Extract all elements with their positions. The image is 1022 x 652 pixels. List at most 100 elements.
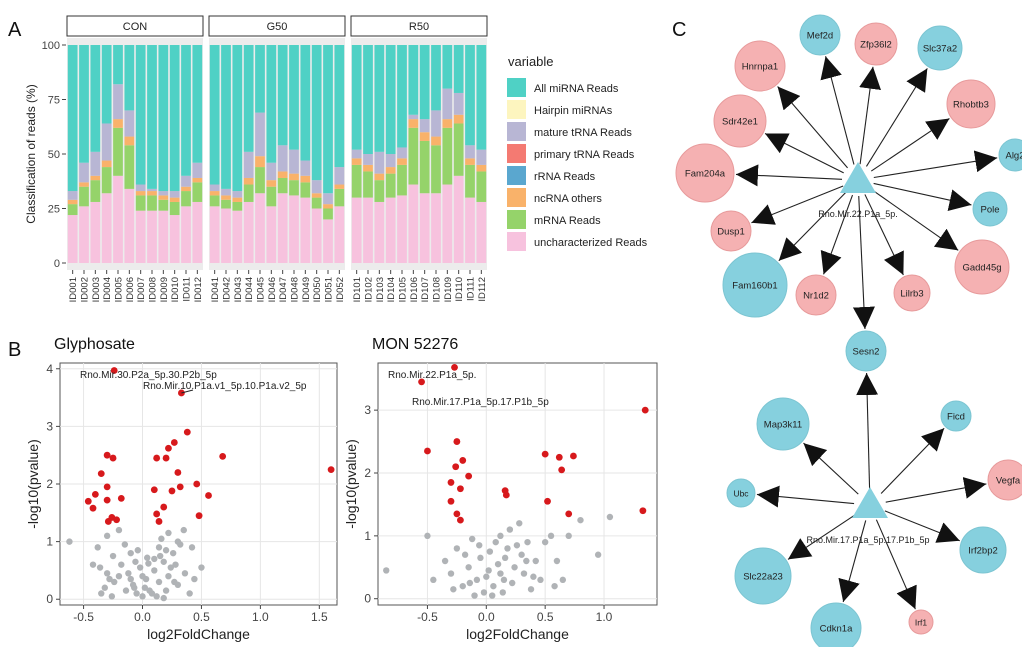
point-significant bbox=[91, 490, 99, 498]
bar-segment-mature-trna bbox=[408, 114, 419, 120]
network-edge bbox=[820, 194, 854, 275]
gene-node bbox=[795, 274, 837, 316]
point-significant bbox=[457, 516, 464, 524]
bar-segment-ncrna bbox=[90, 175, 101, 181]
bar-segment-mature-trna bbox=[311, 180, 322, 194]
bar-segment-mrna bbox=[181, 191, 191, 207]
point-nonsignificant bbox=[537, 576, 544, 584]
gene-node-label: Fam160b1 bbox=[732, 281, 777, 292]
gene-node bbox=[917, 25, 963, 71]
legend-swatch bbox=[507, 232, 526, 251]
point-nonsignificant bbox=[108, 593, 116, 600]
legend-label: ncRNA others bbox=[534, 193, 602, 205]
bar-segment-uncharacterized bbox=[147, 210, 157, 263]
annotation-label: Rno.Mir.30.P2a_5p.30.P2b_5p bbox=[80, 370, 217, 381]
legend-label: All miRNA Reads bbox=[534, 83, 619, 95]
y-tick-label: 100 bbox=[42, 40, 60, 52]
point-significant bbox=[89, 504, 97, 512]
bar-segment-uncharacterized bbox=[158, 210, 169, 263]
x-tick-label: ID103 bbox=[375, 277, 386, 302]
bar-segment-uncharacterized bbox=[374, 201, 385, 263]
point-nonsignificant bbox=[148, 590, 156, 597]
bar-segment-mature-trna bbox=[158, 191, 169, 196]
mirna-hub-triangle bbox=[840, 162, 876, 193]
bar-segment-uncharacterized bbox=[419, 193, 430, 263]
x-tick-label: ID110 bbox=[454, 277, 465, 302]
point-nonsignificant bbox=[450, 586, 457, 593]
bar-segment-mrna bbox=[79, 186, 89, 207]
point-significant bbox=[452, 463, 460, 471]
gene-node-label: Ficd bbox=[947, 412, 965, 423]
y-tick-label: 0 bbox=[364, 592, 371, 606]
point-nonsignificant bbox=[523, 557, 530, 565]
point-significant bbox=[465, 472, 473, 480]
point-nonsignificant bbox=[532, 557, 539, 565]
point-significant bbox=[174, 469, 182, 476]
point-nonsignificant bbox=[500, 576, 508, 584]
bar-segment-all-mirna bbox=[334, 45, 345, 168]
bar-segment-all-mirna bbox=[289, 45, 299, 150]
bar-segment-all-mirna bbox=[169, 45, 180, 192]
point-significant bbox=[165, 444, 172, 452]
bar-segment-all-mirna bbox=[385, 45, 396, 154]
point-nonsignificant bbox=[520, 570, 528, 577]
bar-segment-ncrna bbox=[351, 158, 362, 165]
bar-segment-all-mirna bbox=[266, 45, 277, 163]
x-axis-title: log2FoldChange bbox=[466, 626, 569, 642]
gene-node-label: Ubc bbox=[733, 489, 749, 499]
bar-segment-uncharacterized bbox=[243, 201, 254, 263]
gene-node bbox=[893, 274, 931, 312]
point-significant bbox=[160, 503, 168, 511]
panel-letter-a: A bbox=[8, 19, 22, 41]
legend-label: mature tRNA Reads bbox=[534, 127, 632, 139]
point-nonsignificant bbox=[466, 579, 474, 587]
network-edge bbox=[880, 427, 945, 494]
point-significant bbox=[162, 454, 170, 462]
x-tick-label: -0.5 bbox=[417, 610, 438, 624]
point-nonsignificant bbox=[447, 570, 455, 577]
y-tick-label: 3 bbox=[364, 403, 371, 417]
gene-node-label: Nr1d2 bbox=[803, 291, 829, 302]
x-tick-label: ID104 bbox=[386, 277, 397, 302]
x-tick-label: 0.5 bbox=[193, 610, 210, 624]
x-axis-title: log2FoldChange bbox=[147, 626, 250, 642]
bar-segment-ncrna bbox=[385, 167, 396, 174]
bar-segment-mature-trna bbox=[221, 188, 231, 196]
bar-segment-ncrna bbox=[476, 164, 487, 172]
point-significant bbox=[424, 447, 431, 455]
point-nonsignificant bbox=[471, 592, 478, 599]
y-tick-label: 1 bbox=[364, 529, 371, 543]
gene-node-label: Hnrnpa1 bbox=[742, 62, 778, 73]
bar-segment-uncharacterized bbox=[300, 197, 311, 263]
network-edge bbox=[885, 477, 987, 503]
bar-segment-mature-trna bbox=[232, 191, 243, 198]
gene-node-label: Lilrb3 bbox=[900, 289, 923, 300]
point-significant bbox=[103, 496, 111, 504]
bar-segment-ncrna bbox=[334, 184, 345, 189]
point-nonsignificant bbox=[553, 557, 561, 565]
gene-node-label: Sdr42e1 bbox=[722, 117, 758, 128]
point-nonsignificant bbox=[504, 545, 511, 552]
point-nonsignificant bbox=[169, 549, 177, 557]
bar-segment-mrna bbox=[453, 123, 464, 176]
network-edge bbox=[873, 182, 972, 211]
y-tick-label: 50 bbox=[48, 149, 60, 161]
bar-segment-mrna bbox=[209, 195, 220, 207]
bar-segment-uncharacterized bbox=[442, 184, 453, 263]
legend-swatch bbox=[507, 78, 526, 97]
point-nonsignificant bbox=[121, 541, 129, 548]
point-nonsignificant bbox=[153, 593, 160, 600]
network-edge bbox=[756, 485, 855, 508]
x-tick-label: ID101 bbox=[352, 277, 363, 302]
bar-segment-mature-trna bbox=[113, 84, 123, 120]
bar-segment-ncrna bbox=[113, 119, 123, 128]
bar-segment-all-mirna bbox=[192, 45, 203, 163]
point-nonsignificant bbox=[547, 532, 555, 540]
bar-segment-ncrna bbox=[209, 191, 220, 196]
bar-segment-ncrna bbox=[181, 186, 191, 192]
x-tick-label: 1.5 bbox=[311, 610, 328, 624]
y-axis-title: Classification of reads (%) bbox=[24, 84, 38, 223]
point-nonsignificant bbox=[497, 532, 504, 540]
bar-segment-all-mirna bbox=[277, 45, 288, 146]
bar-segment-mature-trna bbox=[476, 149, 487, 165]
